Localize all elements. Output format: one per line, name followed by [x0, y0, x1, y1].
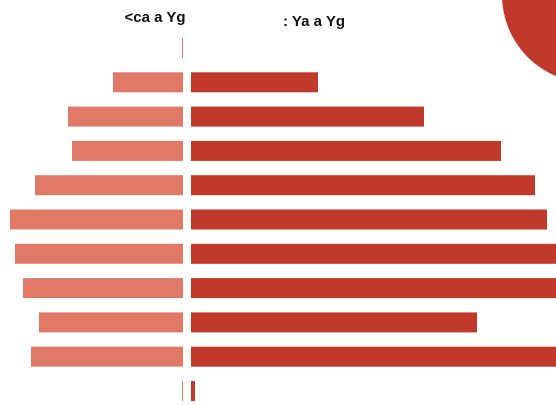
left-bar	[10, 209, 183, 230]
left-bar	[15, 243, 183, 264]
right-bar	[191, 175, 535, 196]
left-bar	[39, 312, 183, 333]
left-bar	[182, 38, 183, 58]
left-bar	[72, 140, 183, 161]
right-header: : Ya a Yg	[283, 13, 345, 30]
right-bar	[191, 278, 556, 299]
right-bar	[191, 209, 547, 230]
right-bar	[191, 140, 501, 161]
decor-circle	[502, 0, 556, 77]
left-bar	[23, 278, 183, 299]
left-bar	[35, 175, 183, 196]
left-bar	[113, 72, 183, 93]
right-bar	[191, 72, 318, 93]
right-bar	[191, 346, 556, 367]
left-bar	[182, 381, 183, 401]
right-bar	[191, 312, 477, 333]
left-bar	[31, 346, 183, 367]
left-bar	[68, 106, 183, 127]
left-header: <ca a Yg	[124, 9, 185, 26]
right-bar	[191, 381, 195, 401]
right-bar	[191, 106, 424, 127]
right-bar	[191, 243, 556, 264]
